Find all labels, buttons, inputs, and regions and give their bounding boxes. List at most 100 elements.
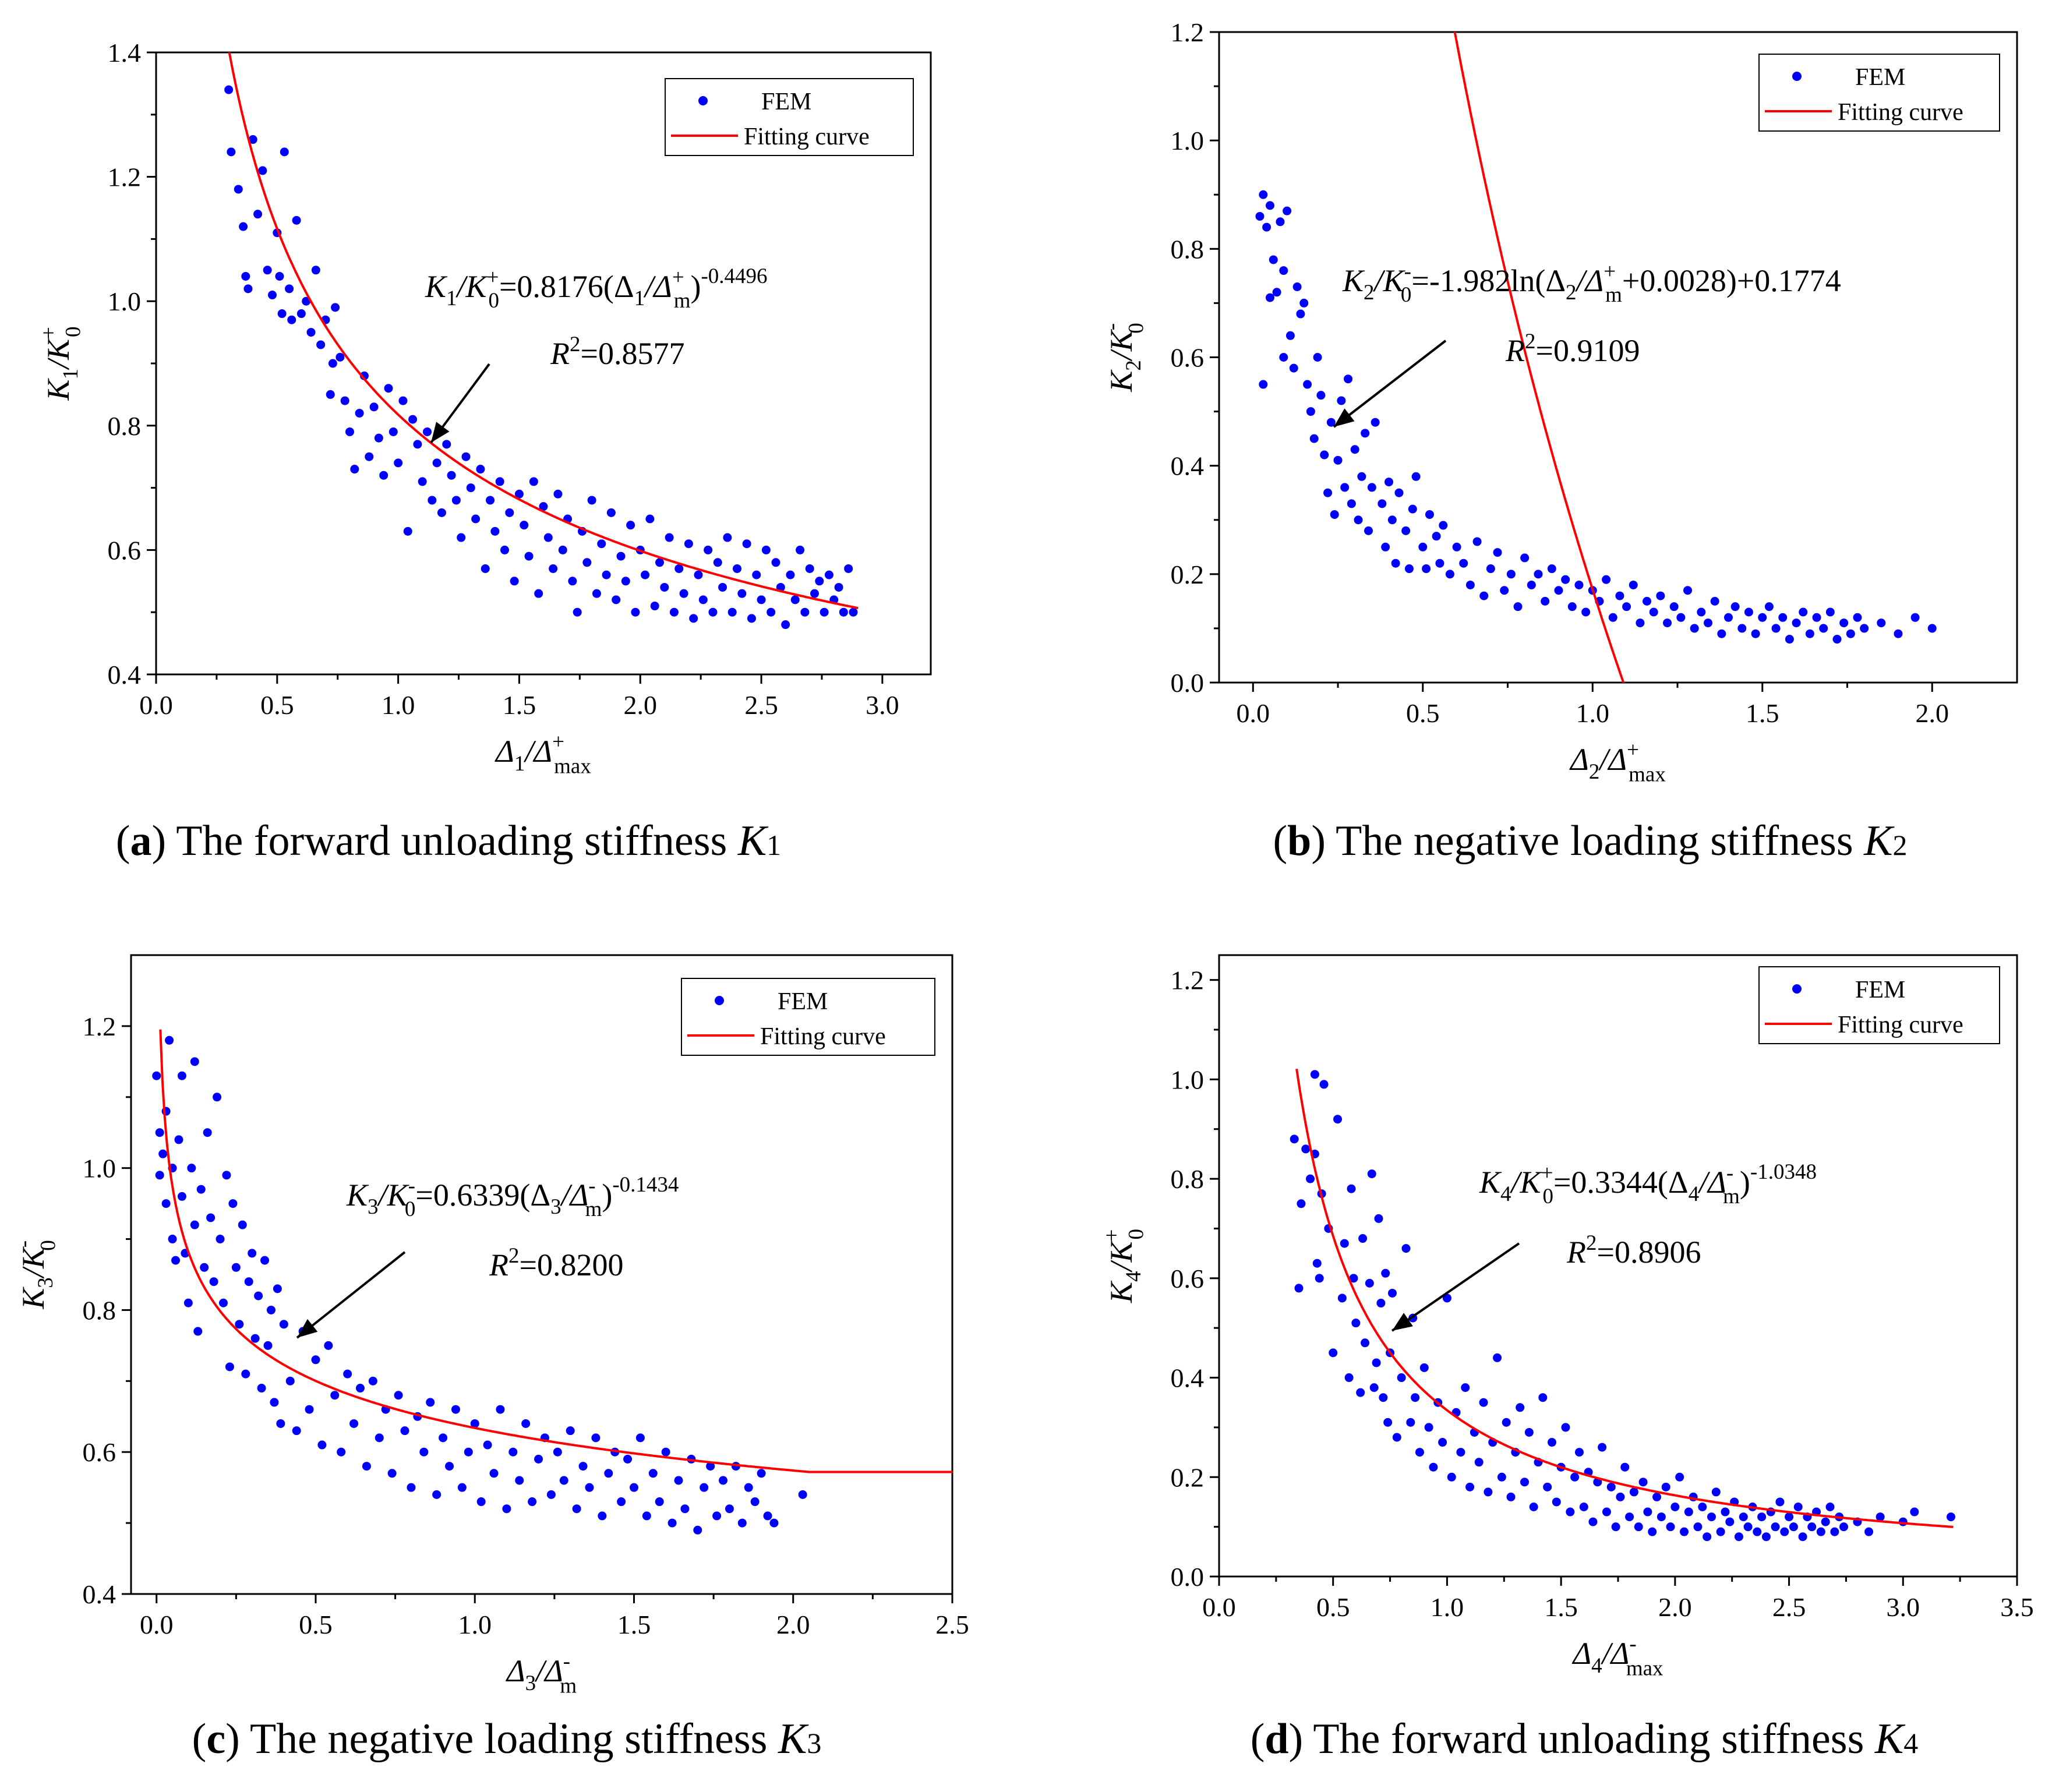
eq-sub: 2 bbox=[1364, 281, 1375, 305]
fem-point bbox=[1524, 1427, 1534, 1437]
eq-sub: m bbox=[585, 1197, 602, 1221]
fem-point bbox=[1422, 564, 1431, 574]
fem-point bbox=[1357, 472, 1366, 481]
eq-sup: + bbox=[487, 266, 499, 289]
y-tick-label: 1.2 bbox=[83, 1012, 116, 1041]
fem-point bbox=[355, 1384, 365, 1393]
fem-point bbox=[546, 1490, 556, 1499]
caption-paren: ( bbox=[192, 1715, 207, 1763]
x-tick-label: 1.5 bbox=[1544, 1592, 1578, 1622]
fem-point bbox=[423, 427, 432, 436]
fem-point bbox=[553, 489, 563, 499]
fem-point bbox=[400, 1426, 409, 1436]
fem-point bbox=[1764, 602, 1774, 612]
fem-point bbox=[585, 1483, 594, 1492]
eq-sup: - bbox=[1726, 1161, 1733, 1185]
r2-symbol: R bbox=[1505, 333, 1525, 368]
fem-point bbox=[276, 1419, 285, 1428]
legend-fem-marker bbox=[1792, 984, 1802, 994]
fem-point bbox=[231, 1263, 241, 1272]
x-axis-label-sub2: max bbox=[1626, 1656, 1663, 1680]
fem-point bbox=[394, 458, 403, 468]
fem-point bbox=[1734, 1532, 1743, 1542]
fem-point bbox=[1547, 564, 1556, 574]
fem-point bbox=[781, 620, 790, 630]
fem-point bbox=[684, 539, 693, 549]
fem-point bbox=[368, 1376, 377, 1385]
fem-point bbox=[496, 1405, 505, 1414]
y-axis-label-sub2: 0 bbox=[61, 326, 85, 337]
fem-point bbox=[419, 1447, 429, 1457]
eq-sub: 0 bbox=[1401, 283, 1412, 307]
fem-point bbox=[587, 496, 596, 505]
caption-symbol: K bbox=[778, 1715, 809, 1763]
fem-point bbox=[1367, 483, 1376, 492]
r2-value: =0.8577 bbox=[581, 336, 685, 371]
fem-point bbox=[558, 545, 567, 554]
eq-part: /Δ bbox=[1697, 1165, 1726, 1200]
x-tick-label: 0.0 bbox=[139, 690, 173, 720]
fem-point bbox=[1265, 293, 1274, 302]
legend-fit-label: Fitting curve bbox=[744, 123, 870, 150]
fem-point bbox=[1730, 602, 1740, 612]
eq-part: /K bbox=[1373, 263, 1406, 298]
fem-point bbox=[328, 359, 337, 368]
fem-point bbox=[641, 570, 650, 579]
fem-point bbox=[362, 1462, 371, 1471]
y-tick-label: 0.4 bbox=[83, 1579, 116, 1609]
fem-point bbox=[1309, 434, 1319, 443]
fem-point bbox=[1798, 1532, 1807, 1542]
fit-equation: K4/K+ 0=0.3344(Δ4/Δ-m)-1.0348 bbox=[1479, 1160, 1817, 1208]
fem-point bbox=[515, 1476, 524, 1485]
y-axis-label-main: K bbox=[1104, 1280, 1139, 1303]
x-tick-label: 2.5 bbox=[1772, 1592, 1806, 1622]
fem-point bbox=[1316, 391, 1326, 400]
fem-point bbox=[1330, 510, 1339, 519]
fem-point bbox=[292, 1426, 301, 1436]
fem-point bbox=[1415, 1448, 1424, 1457]
x-tick-label: 0.0 bbox=[1202, 1592, 1236, 1622]
caption-paren: ( bbox=[116, 817, 130, 865]
fem-point bbox=[331, 303, 340, 312]
fem-point bbox=[674, 1476, 683, 1485]
fem-point bbox=[253, 210, 263, 219]
fem-point bbox=[168, 1235, 177, 1244]
fem-point bbox=[1439, 521, 1448, 530]
fem-point bbox=[798, 1490, 807, 1499]
fem-point bbox=[1552, 1497, 1561, 1507]
fem-point bbox=[1329, 1348, 1338, 1358]
fem-point bbox=[1520, 553, 1530, 563]
fem-point bbox=[292, 215, 301, 225]
fem-point bbox=[254, 1291, 263, 1300]
fem-point bbox=[508, 1447, 518, 1457]
fem-point bbox=[1418, 542, 1428, 552]
caption-paren: ( bbox=[1273, 817, 1288, 865]
eq-sub: 1 bbox=[446, 287, 457, 310]
fem-point bbox=[270, 1398, 279, 1407]
fem-point bbox=[1543, 1482, 1552, 1491]
fem-point bbox=[1445, 570, 1454, 579]
fem-point bbox=[578, 1462, 588, 1471]
fem-point bbox=[275, 271, 284, 281]
fem-point bbox=[559, 1476, 568, 1485]
legend-box bbox=[1758, 966, 2000, 1044]
fem-point bbox=[1910, 1507, 1919, 1517]
annotation-arrow-shaft bbox=[296, 1251, 406, 1339]
fem-point bbox=[698, 595, 708, 605]
fem-point bbox=[824, 570, 833, 579]
fem-point bbox=[345, 427, 354, 436]
fem-point bbox=[689, 614, 698, 623]
chart-panel-a: 0.0 0.5 1.0 1.5 2.0 2.5 3.0 0.4 0.6 0.8 1.0 1.2 1.4 Δ… bbox=[37, 38, 932, 865]
legend-fit-label: Fitting curve bbox=[760, 1023, 886, 1050]
fem-point bbox=[1666, 1522, 1675, 1532]
fem-point bbox=[621, 577, 630, 586]
fem-point bbox=[592, 589, 601, 598]
fem-points bbox=[224, 85, 858, 630]
eq-part: =0.3344(Δ bbox=[1553, 1165, 1689, 1200]
fem-point bbox=[155, 1171, 164, 1180]
fem-point bbox=[1283, 206, 1292, 215]
fem-point bbox=[1638, 1478, 1648, 1487]
fem-point bbox=[1649, 607, 1658, 617]
fem-point bbox=[1680, 1527, 1689, 1536]
fem-point bbox=[1319, 1080, 1329, 1089]
